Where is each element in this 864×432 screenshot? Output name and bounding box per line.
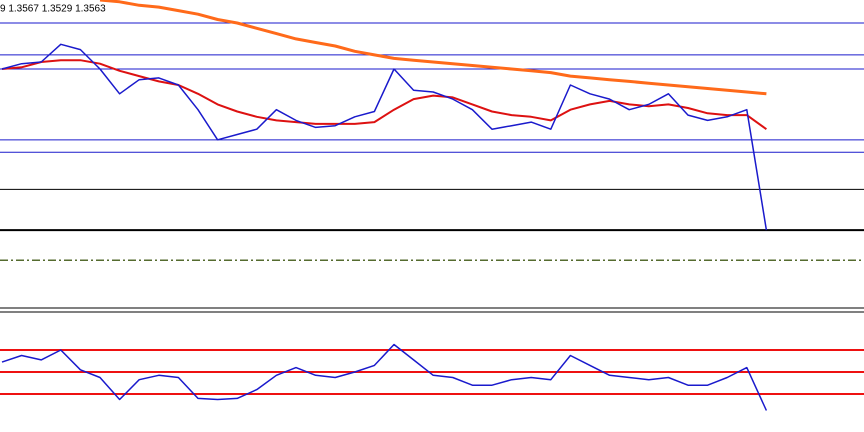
series-line: [1, 343, 768, 411]
ohlc-header: 9 1.3567 1.3529 1.3563: [0, 4, 106, 15]
series-line: [1, 59, 767, 131]
series-line: [99, 0, 767, 96]
series-line: [1, 43, 768, 231]
